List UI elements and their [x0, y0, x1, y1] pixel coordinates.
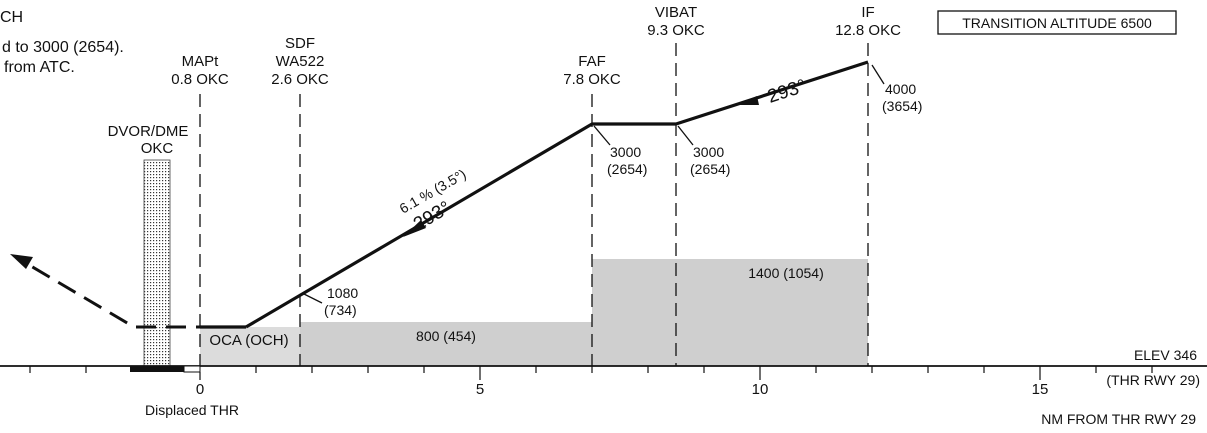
- final-track-arrowhead: [403, 220, 426, 237]
- missed-approach-arrowhead: [10, 254, 33, 269]
- axis-tick-0: 0: [196, 381, 204, 398]
- sdf-altitude: 1080: [327, 285, 358, 301]
- obstacle-label-intermediate: 1400 (1054): [748, 265, 824, 281]
- sdf-height: (734): [324, 302, 357, 318]
- axis-tick-15: 15: [1032, 381, 1049, 398]
- obstacle-label-final: 800 (454): [416, 328, 476, 344]
- intermediate-track-arrowhead: [735, 96, 759, 105]
- vibat-name: VIBAT: [655, 4, 697, 21]
- displaced-threshold-bar: [130, 366, 184, 372]
- missed-approach-path: [23, 260, 246, 329]
- note-line-1: CH: [0, 9, 23, 26]
- mapt-distance: 0.8 OKC: [171, 71, 229, 88]
- dvor-dme-column: [143, 159, 171, 367]
- faf-name: FAF: [578, 53, 606, 70]
- obstacle-area-final: [300, 322, 592, 366]
- navaid-name: DVOR/DME: [108, 123, 189, 140]
- obstacle-area-intermediate: [592, 259, 868, 366]
- runway-bar: [183, 365, 201, 373]
- navaid-id: OKC: [141, 140, 174, 157]
- sdf-distance: 2.6 OKC: [271, 71, 329, 88]
- mapt-name: MAPt: [182, 53, 220, 70]
- if-altitude: 4000: [885, 81, 916, 97]
- vibat-distance: 9.3 OKC: [647, 22, 705, 39]
- note-line-3: from ATC.: [4, 59, 75, 76]
- faf-altitude: 3000: [610, 144, 641, 160]
- threshold-label: (THR RWY 29): [1106, 372, 1200, 388]
- vibat-height: (2654): [690, 161, 730, 177]
- axis-tick-10: 10: [752, 381, 769, 398]
- transition-altitude-label: TRANSITION ALTITUDE 6500: [962, 15, 1152, 31]
- note-line-2: d to 3000 (2654).: [2, 39, 124, 56]
- axis-tick-5: 5: [476, 381, 484, 398]
- axis-title: NM FROM THR RWY 29: [1041, 411, 1196, 427]
- intermediate-track-label: 293°: [765, 76, 809, 108]
- faf-altitude-leader: [593, 125, 611, 146]
- distance-axis: [29, 366, 1153, 380]
- oca-label: OCA (OCH): [209, 332, 288, 349]
- if-name: IF: [861, 4, 874, 21]
- if-height: (3654): [882, 98, 922, 114]
- if-distance: 12.8 OKC: [835, 22, 901, 39]
- faf-height: (2654): [607, 161, 647, 177]
- sdf-id: WA522: [276, 53, 325, 70]
- oca-area: [200, 327, 300, 366]
- displaced-threshold-label: Displaced THR: [145, 402, 239, 418]
- elevation-label: ELEV 346: [1134, 347, 1197, 363]
- sdf-altitude-leader: [301, 292, 323, 304]
- if-altitude-leader: [871, 64, 885, 85]
- vibat-altitude: 3000: [693, 144, 724, 160]
- transition-altitude-box: [937, 10, 1177, 35]
- faf-distance: 7.8 OKC: [563, 71, 621, 88]
- vibat-altitude-leader: [677, 125, 694, 146]
- sdf-name: SDF: [285, 35, 315, 52]
